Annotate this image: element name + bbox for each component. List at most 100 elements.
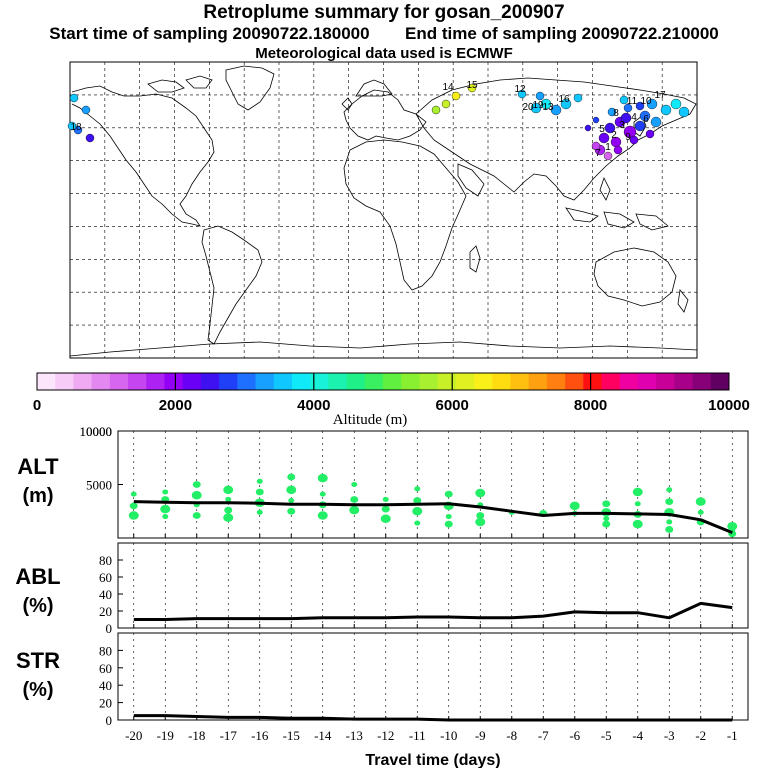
altitude-point (287, 507, 296, 515)
x-tick-label: -7 (538, 728, 549, 743)
sampling-times: Start time of sampling 20090722.180000 E… (0, 24, 768, 44)
plume-dot (604, 122, 616, 134)
colorbar-tick-label: 6000 (436, 397, 469, 414)
plume-dot (560, 98, 572, 110)
colorbar-cell (255, 373, 275, 390)
altitude-point (444, 520, 453, 528)
colorbar-cell (692, 373, 712, 390)
series-line (133, 601, 733, 621)
altitude-point (128, 511, 139, 520)
colorbar-cell (455, 373, 475, 390)
altitude-point (317, 473, 328, 483)
altitude-point (414, 486, 421, 492)
colorbar-cell (346, 373, 366, 390)
x-tick-label: -11 (409, 728, 426, 743)
y-axis-unit: (m) (22, 485, 53, 507)
plume-residence-dots (67, 83, 690, 161)
y-axis-label: ABL (15, 564, 60, 589)
x-tick-label: -9 (475, 728, 486, 743)
colorbar-cell (401, 373, 420, 390)
plume-day-label: 16 (558, 94, 570, 105)
colorbar-cell (146, 373, 165, 390)
plume-dot (607, 107, 617, 117)
altitude-point (256, 478, 263, 484)
plume-dot (670, 98, 682, 110)
met-data-text: Meteorological data used is ECMWF (255, 45, 513, 62)
colorbar-cell (510, 373, 530, 390)
colorbar-cell (583, 373, 603, 390)
plume-dot (603, 151, 613, 161)
y-tick-label: 80 (99, 553, 112, 568)
altitude-point (413, 497, 422, 504)
plume-dot (573, 93, 583, 103)
plume-day-label: 18 (70, 122, 82, 133)
colorbar-tick-label: 2000 (159, 397, 192, 414)
plume-day-label: 11 (627, 96, 638, 107)
colorbar-cell (419, 373, 439, 390)
plume-dot (517, 89, 527, 99)
colorbar-cell (291, 373, 311, 390)
colorbar-cell (710, 373, 730, 390)
plume-dot (591, 141, 601, 151)
colorbar-cell (383, 373, 402, 390)
colorbar-tick-label: 4000 (297, 397, 330, 414)
altitude-point (223, 485, 234, 495)
altitude-colorbar: 0 2000 4000 6000 8000 10000 Altitude (m) (33, 372, 750, 428)
colorbar-cell (200, 373, 220, 390)
altitude-point (130, 491, 137, 497)
plume-dot (635, 101, 645, 111)
colorbar-cell (182, 373, 202, 390)
plume-dot (619, 95, 629, 105)
start-sampling-text: Start time of sampling 20090722.180000 (49, 24, 370, 43)
colorbar-cell (637, 373, 657, 390)
altitude-point (475, 488, 486, 498)
altitude-point (129, 502, 138, 510)
altitude-point (162, 514, 169, 520)
altitude-point (380, 514, 391, 523)
x-tick-label: -17 (220, 728, 238, 743)
plume-dot (73, 125, 83, 135)
altitude-point (256, 509, 263, 515)
plume-dot (467, 83, 477, 93)
colorbar-cell (310, 373, 329, 390)
colorbar-cell (437, 373, 457, 390)
panel-frame (117, 632, 749, 721)
altitude-point (602, 520, 611, 528)
plume-dot (613, 145, 623, 155)
altitude-point (727, 521, 738, 531)
altitude-point (350, 496, 359, 503)
x-tick-label: -4 (632, 728, 643, 743)
x-tick-label: -16 (251, 728, 269, 743)
y-tick-label: 0 (106, 713, 113, 728)
altitude-point (317, 511, 328, 520)
plume-dot (645, 129, 655, 139)
plume-dot (623, 103, 633, 113)
colorbar-cell (528, 373, 548, 390)
plume-dot (81, 105, 91, 115)
y-tick-label: 20 (99, 604, 112, 619)
altitude-point (445, 514, 452, 520)
plume-dot (67, 121, 77, 131)
x-tick-label: -18 (188, 728, 205, 743)
altitude-point (695, 497, 706, 506)
colorbar-tick-label: 10000 (708, 397, 750, 414)
plume-dot (678, 106, 690, 118)
y-tick-label: 10000 (80, 424, 113, 439)
x-tick-label: -20 (125, 728, 142, 743)
y-tick-label: 0 (106, 621, 113, 636)
colorbar-cell (656, 373, 675, 390)
colorbar-cell (73, 373, 93, 390)
altitude-point (475, 517, 486, 527)
plume-dot (629, 135, 639, 145)
x-tick-label: -8 (506, 728, 517, 743)
altitude-point (349, 505, 360, 515)
colorbar-tick-label: 8000 (574, 397, 607, 414)
altitude-point (192, 512, 201, 519)
altitude-point (224, 506, 233, 514)
plume-dot (646, 98, 658, 110)
colorbar-cell (55, 373, 74, 390)
colorbar-cell (273, 373, 293, 390)
